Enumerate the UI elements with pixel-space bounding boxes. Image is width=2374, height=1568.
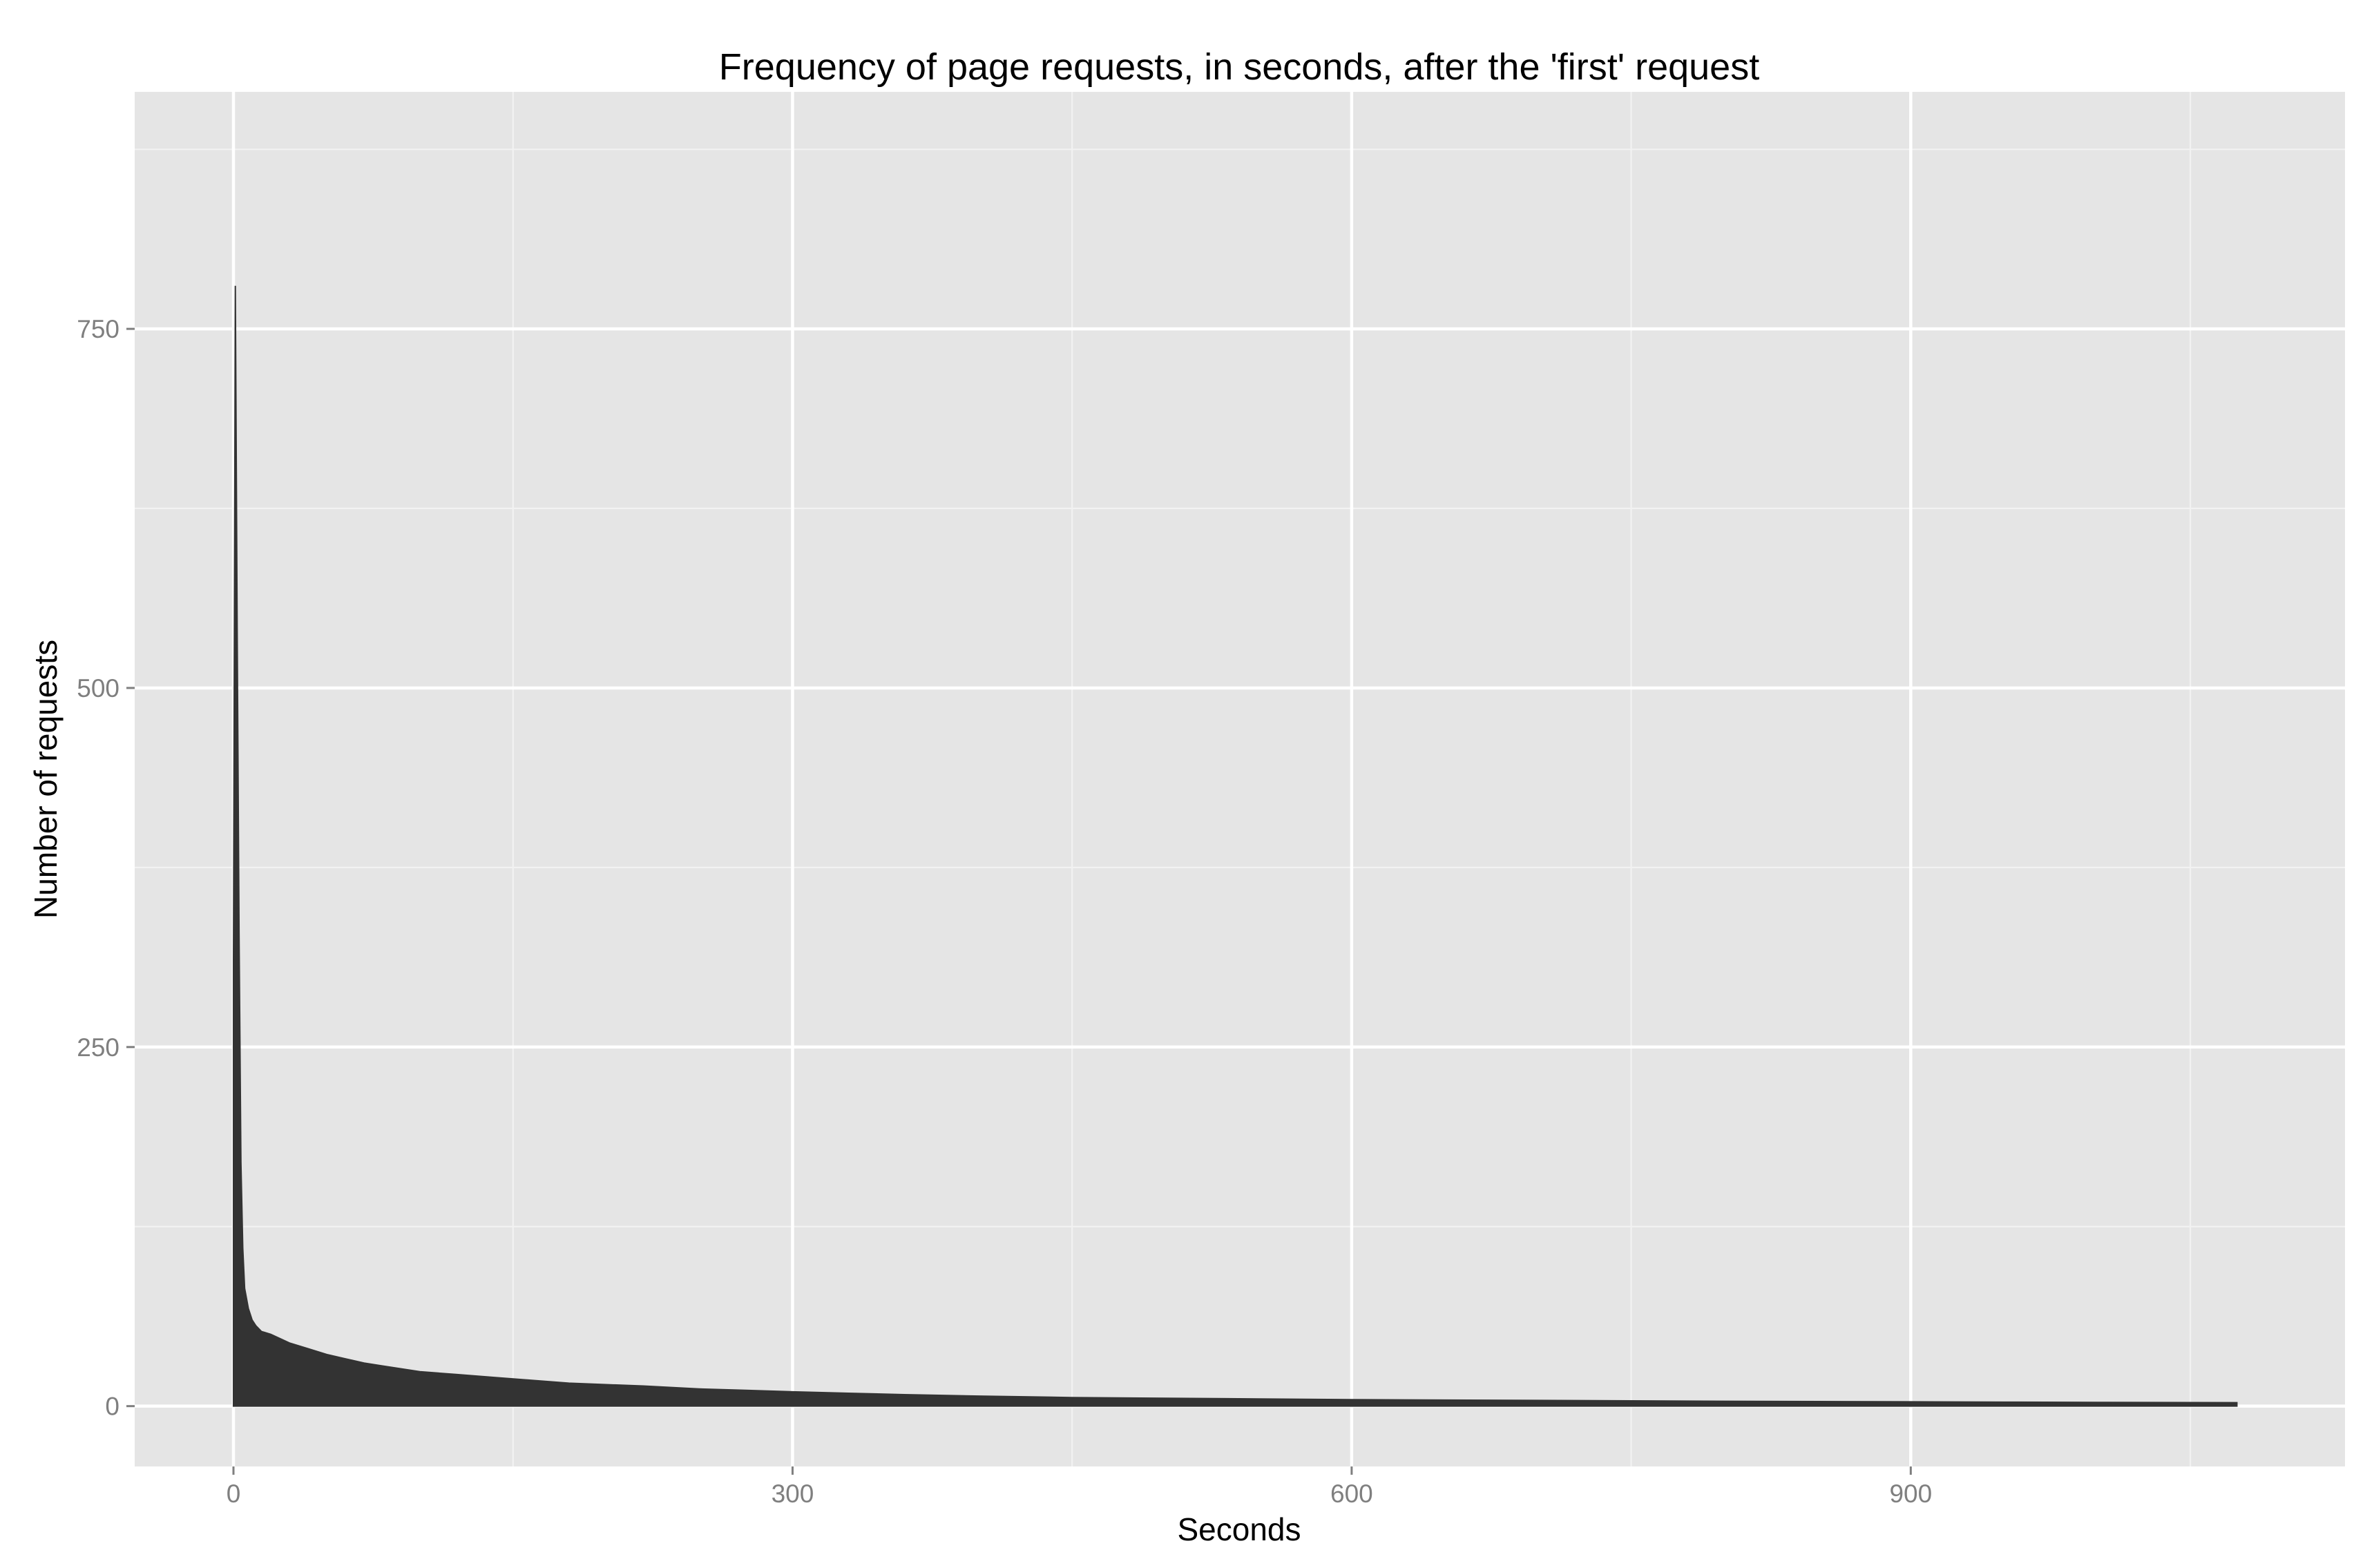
x-tick-label: 300 bbox=[772, 1480, 814, 1508]
series-area-group bbox=[233, 285, 2238, 1407]
chart-title: Frequency of page requests, in seconds, … bbox=[719, 46, 1759, 88]
series-area bbox=[233, 285, 2238, 1407]
y-tick-label: 250 bbox=[77, 1033, 119, 1062]
y-axis-tick-labels: 0 250 500 750 bbox=[77, 315, 119, 1421]
plot-panel bbox=[135, 92, 2345, 1466]
y-tick-label: 0 bbox=[105, 1393, 119, 1421]
x-axis-tick-labels: 0 300 600 900 bbox=[227, 1480, 1932, 1508]
axis-ticks bbox=[126, 327, 1912, 1475]
x-tick-label: 600 bbox=[1330, 1480, 1373, 1508]
y-tick-label: 500 bbox=[77, 674, 119, 702]
x-tick-label: 0 bbox=[227, 1480, 241, 1508]
x-axis-title: Seconds bbox=[1177, 1511, 1301, 1547]
y-tick-label: 750 bbox=[77, 315, 119, 343]
x-tick-label: 900 bbox=[1889, 1480, 1932, 1508]
minor-gridlines bbox=[135, 92, 2345, 1466]
y-axis-title: Number of requests bbox=[28, 640, 64, 919]
